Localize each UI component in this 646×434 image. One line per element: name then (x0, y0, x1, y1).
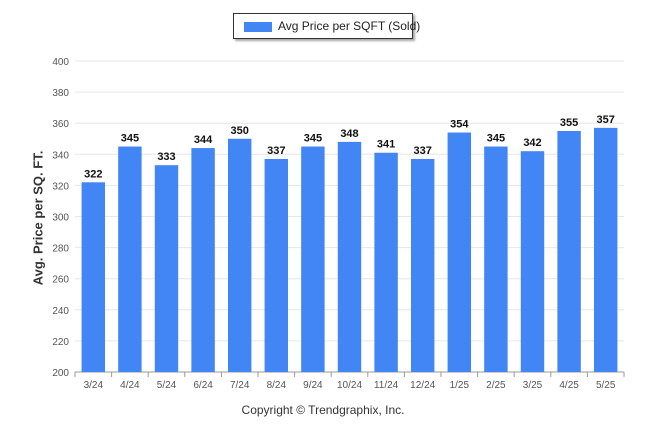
bar-chart: 200 220 240 260 280 300 320 340 360 380 400 322 3/24… (52, 57, 625, 391)
x-tick-label: 8/24 (267, 380, 287, 391)
bar (227, 138, 252, 372)
y-tick-label: 240 (52, 306, 69, 317)
data-label: 357 (597, 114, 615, 126)
data-label: 354 (450, 119, 469, 131)
bar (191, 148, 215, 372)
y-tick-label: 200 (52, 368, 69, 379)
data-label: 337 (267, 145, 285, 157)
x-tick-label: 3/24 (84, 380, 104, 391)
x-tick-label: 11/24 (374, 380, 399, 391)
data-label: 348 (340, 128, 358, 140)
y-tick-label: 300 (52, 213, 69, 224)
data-label: 322 (84, 168, 102, 180)
y-tick-label: 280 (52, 244, 69, 255)
data-label: 337 (414, 145, 432, 157)
x-tick-label: 6/24 (193, 380, 213, 391)
data-label: 350 (231, 125, 249, 137)
x-tick-label: 12/24 (410, 380, 435, 391)
y-tick-label: 340 (52, 150, 69, 161)
data-label: 355 (560, 117, 578, 129)
bar (154, 165, 179, 372)
legend-label: Avg Price per SQFT (Sold) (278, 19, 421, 33)
bar (118, 146, 142, 372)
x-tick-label: 7/24 (230, 380, 250, 391)
bar (337, 141, 362, 372)
legend-swatch (244, 22, 272, 32)
bar (264, 158, 289, 372)
copyright: Copyright © Trendgraphix, Inc. (241, 403, 405, 417)
bar (520, 151, 545, 372)
x-tick-label: 5/25 (596, 380, 616, 391)
y-tick-label: 260 (52, 275, 69, 286)
data-label: 341 (377, 139, 395, 151)
y-tick-label: 380 (52, 88, 69, 99)
x-tick-label: 10/24 (337, 380, 362, 391)
bar (484, 146, 508, 372)
x-tick-label: 5/24 (157, 380, 177, 391)
y-tick-label: 360 (52, 119, 69, 130)
legend: Avg Price per SQFT (Sold) (233, 13, 420, 39)
data-label: 345 (304, 133, 322, 145)
x-tick-label: 2/25 (486, 380, 506, 391)
bar (557, 130, 581, 372)
y-tick-label: 400 (52, 57, 69, 68)
data-label: 345 (121, 133, 139, 145)
bar (81, 182, 106, 372)
data-label: 344 (194, 134, 213, 146)
x-tick-label: 1/25 (450, 380, 470, 391)
x-tick-label: 3/25 (523, 380, 543, 391)
bar (593, 127, 618, 373)
bar (374, 152, 398, 372)
data-label: 333 (157, 151, 175, 163)
data-label: 345 (487, 133, 505, 145)
x-tick-label: 4/25 (559, 380, 579, 391)
x-tick-label: 4/24 (120, 380, 140, 391)
y-tick-label: 220 (52, 337, 69, 348)
data-label: 342 (523, 137, 541, 149)
x-tick-label: 9/24 (303, 380, 323, 391)
bar (447, 132, 472, 372)
bar (301, 146, 325, 372)
y-tick-label: 320 (52, 181, 69, 192)
bar (410, 158, 435, 372)
